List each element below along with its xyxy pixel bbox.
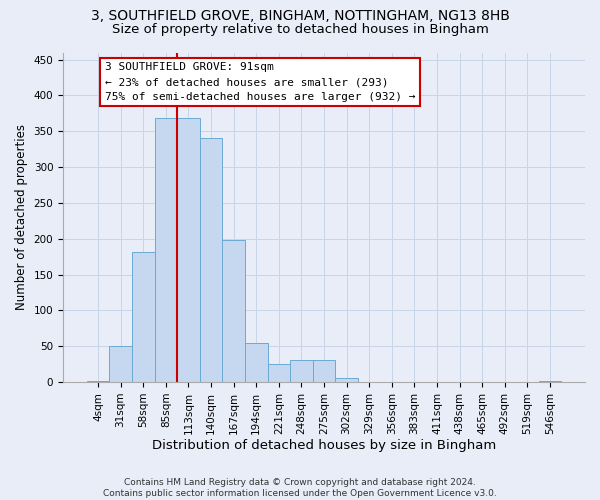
Text: Contains HM Land Registry data © Crown copyright and database right 2024.
Contai: Contains HM Land Registry data © Crown c… [103, 478, 497, 498]
Bar [87, 380, 109, 382]
Bar [109, 346, 132, 382]
Bar [313, 360, 335, 382]
X-axis label: Distribution of detached houses by size in Bingham: Distribution of detached houses by size … [152, 440, 496, 452]
Bar [290, 360, 313, 382]
Y-axis label: Number of detached properties: Number of detached properties [15, 124, 28, 310]
Bar [177, 118, 200, 382]
Bar [223, 240, 245, 382]
Bar [335, 378, 358, 382]
Bar [268, 364, 290, 382]
Bar [539, 380, 561, 382]
Bar [200, 138, 223, 382]
Bar [155, 118, 177, 382]
Bar [132, 252, 155, 382]
Text: 3, SOUTHFIELD GROVE, BINGHAM, NOTTINGHAM, NG13 8HB: 3, SOUTHFIELD GROVE, BINGHAM, NOTTINGHAM… [91, 9, 509, 23]
Text: Size of property relative to detached houses in Bingham: Size of property relative to detached ho… [112, 22, 488, 36]
Text: 3 SOUTHFIELD GROVE: 91sqm
← 23% of detached houses are smaller (293)
75% of semi: 3 SOUTHFIELD GROVE: 91sqm ← 23% of detac… [105, 62, 415, 102]
Bar [245, 344, 268, 382]
